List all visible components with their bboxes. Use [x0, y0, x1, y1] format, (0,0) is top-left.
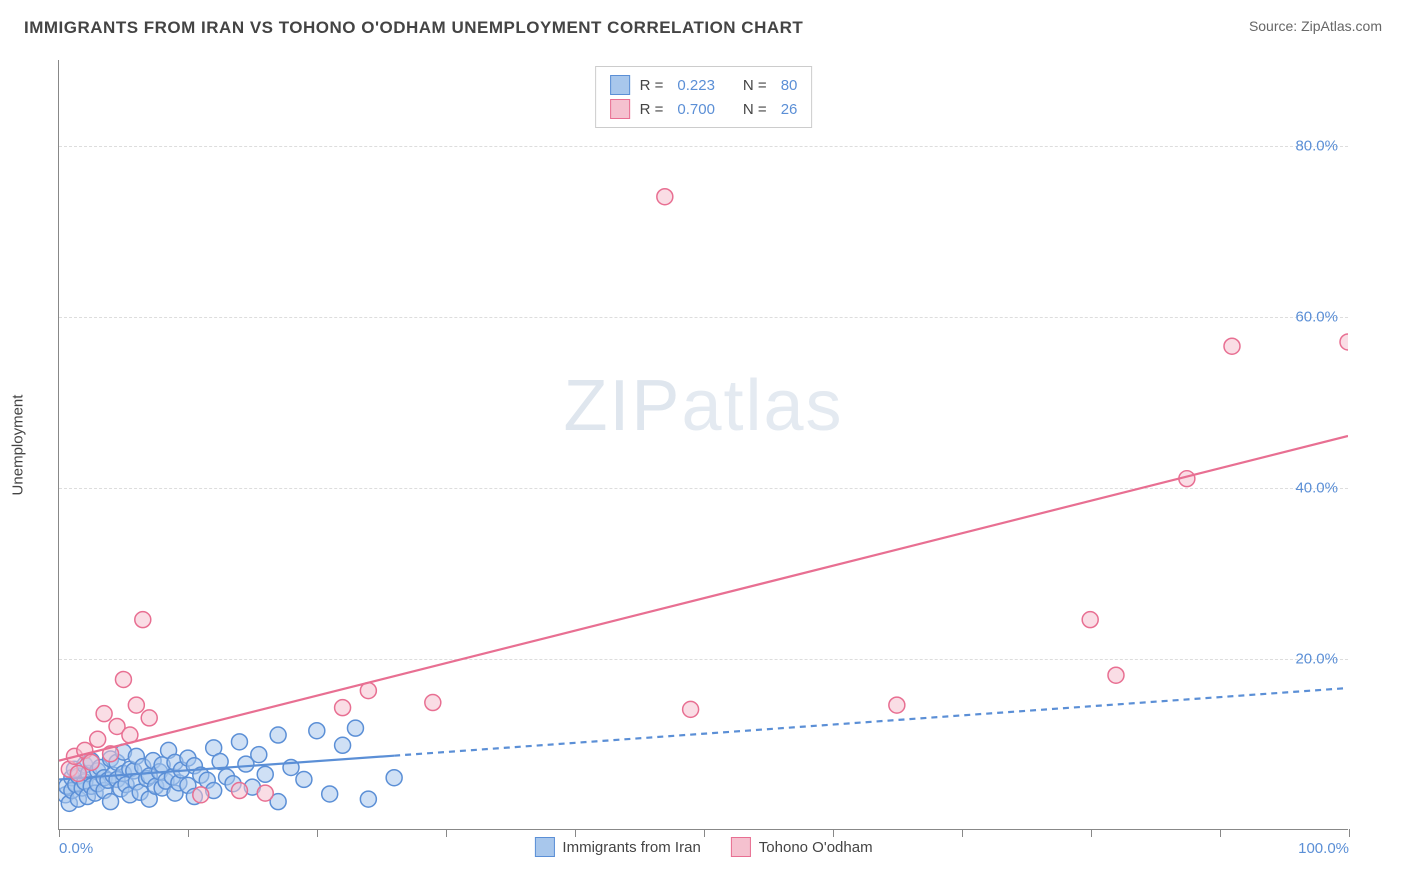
legend-series-item: Immigrants from Iran	[534, 837, 700, 857]
scatter-point-tohono	[193, 787, 209, 803]
scatter-point-tohono	[683, 701, 699, 717]
legend-series-label: Tohono O'odham	[759, 839, 873, 856]
x-tick	[317, 829, 318, 837]
scatter-point-iran	[335, 737, 351, 753]
scatter-point-tohono	[83, 754, 99, 770]
scatter-point-tohono	[1082, 612, 1098, 628]
scatter-point-iran	[257, 766, 273, 782]
legend-series: Immigrants from Iran Tohono O'odham	[534, 837, 872, 857]
legend-r-value: 0.700	[677, 101, 715, 118]
scatter-point-iran	[270, 727, 286, 743]
scatter-point-tohono	[115, 671, 131, 687]
scatter-point-iran	[309, 723, 325, 739]
scatter-point-iran	[347, 720, 363, 736]
scatter-point-iran	[322, 786, 338, 802]
scatter-point-tohono	[425, 695, 441, 711]
legend-r-value: 0.223	[677, 77, 715, 94]
legend-n-value: 80	[781, 77, 798, 94]
legend-correlation-row: R = 0.223 N = 80	[610, 73, 798, 97]
scatter-point-tohono	[257, 785, 273, 801]
x-tick	[833, 829, 834, 837]
scatter-point-tohono	[128, 697, 144, 713]
x-tick	[1091, 829, 1092, 837]
legend-series-label: Immigrants from Iran	[562, 839, 700, 856]
scatter-point-iran	[231, 734, 247, 750]
scatter-point-iran	[296, 771, 312, 787]
scatter-point-tohono	[889, 697, 905, 713]
x-tick	[704, 829, 705, 837]
x-tick	[59, 829, 60, 837]
scatter-point-tohono	[135, 612, 151, 628]
legend-swatch	[534, 837, 554, 857]
x-tick	[962, 829, 963, 837]
legend-correlation: R = 0.223 N = 80 R = 0.700 N = 26	[595, 66, 813, 128]
scatter-point-tohono	[90, 731, 106, 747]
scatter-point-iran	[360, 791, 376, 807]
legend-swatch	[610, 75, 630, 95]
legend-swatch	[610, 99, 630, 119]
x-tick	[1220, 829, 1221, 837]
scatter-point-tohono	[1108, 667, 1124, 683]
legend-correlation-row: R = 0.700 N = 26	[610, 97, 798, 121]
legend-swatch	[731, 837, 751, 857]
plot-area: ZIPatlas R =0.223N =80R =0.700N =26 20.0…	[58, 60, 1348, 830]
scatter-point-tohono	[1224, 338, 1240, 354]
header: IMMIGRANTS FROM IRAN VS TOHONO O'ODHAM U…	[0, 0, 1406, 46]
scatter-point-iran	[251, 747, 267, 763]
scatter-svg	[59, 60, 1348, 829]
scatter-point-tohono	[231, 783, 247, 799]
legend-n-value: 26	[781, 101, 798, 118]
legend-r-label: R =	[640, 101, 664, 118]
chart-title: IMMIGRANTS FROM IRAN VS TOHONO O'ODHAM U…	[24, 18, 803, 38]
scatter-point-tohono	[1340, 334, 1348, 350]
scatter-point-tohono	[657, 189, 673, 205]
y-axis-label: Unemployment	[10, 395, 27, 496]
scatter-point-tohono	[70, 765, 86, 781]
x-tick	[188, 829, 189, 837]
plot-container: Unemployment ZIPatlas R =0.223N =80R =0.…	[48, 60, 1368, 830]
x-tick	[446, 829, 447, 837]
legend-n-label: N =	[743, 101, 767, 118]
scatter-point-tohono	[335, 700, 351, 716]
scatter-point-tohono	[141, 710, 157, 726]
scatter-point-tohono	[96, 706, 112, 722]
trendline-iran-dashed	[394, 688, 1348, 756]
x-tick	[575, 829, 576, 837]
source-attribution: Source: ZipAtlas.com	[1249, 18, 1382, 34]
legend-r-label: R =	[640, 77, 664, 94]
x-tick-label: 100.0%	[1298, 840, 1349, 857]
scatter-point-iran	[386, 770, 402, 786]
x-tick-label: 0.0%	[59, 840, 93, 857]
legend-series-item: Tohono O'odham	[731, 837, 873, 857]
legend-n-label: N =	[743, 77, 767, 94]
x-tick	[1349, 829, 1350, 837]
trendline-tohono	[59, 436, 1348, 761]
